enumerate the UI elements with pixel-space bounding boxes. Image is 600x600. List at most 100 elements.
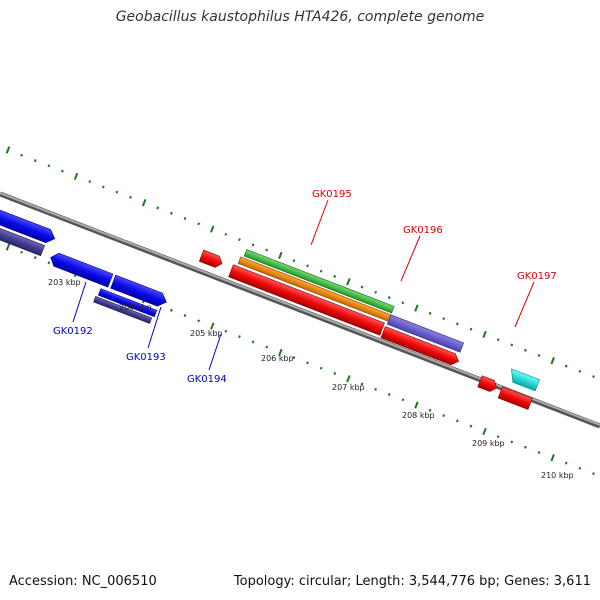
minor-tick (455, 419, 459, 423)
minor-tick (251, 243, 255, 247)
minor-tick (292, 259, 296, 263)
minor-tick (469, 327, 473, 331)
gene-callouts: GK0192 GK0193 GK0194 GK0195 GK0196 GK019… (53, 189, 557, 385)
minor-tick (183, 314, 187, 317)
major-tick (210, 225, 215, 233)
minor-tick (265, 345, 269, 349)
gene-arrow-cyan[interactable] (507, 368, 540, 392)
minor-tick (183, 217, 187, 220)
genome-backbone-highlight (0, 192, 600, 426)
gene-arrow-gk0193[interactable] (48, 251, 114, 288)
minor-tick (401, 301, 405, 305)
scale-label: 209 kbp (472, 439, 505, 448)
gene-arrow-gk0194-small[interactable] (97, 288, 158, 318)
major-tick (210, 322, 215, 330)
scale-label: 210 kbp (541, 471, 574, 480)
major-tick (5, 243, 11, 251)
scale-label: 203 kbp (48, 278, 81, 287)
major-tick (278, 348, 283, 357)
minor-tick (20, 153, 23, 157)
gene-arrow-gk0197[interactable] (386, 314, 465, 353)
minor-tick (374, 387, 378, 391)
minor-tick (387, 393, 391, 397)
minor-tick (170, 308, 173, 312)
major-tick (414, 304, 419, 312)
outer-tick-ring (5, 146, 595, 379)
major-tick (346, 278, 351, 286)
callout-line-gk0194 (208, 333, 222, 371)
minor-tick (592, 472, 595, 476)
minor-tick (224, 232, 228, 236)
minor-tick (33, 256, 37, 260)
gene-label-gk0192[interactable]: GK0192 (53, 326, 93, 337)
minor-tick (428, 311, 432, 315)
minor-tick (115, 190, 119, 194)
minor-tick (251, 340, 255, 344)
minor-tick (319, 269, 323, 273)
gene-arrow-red-1[interactable] (228, 264, 385, 336)
minor-tick (333, 371, 337, 375)
minor-tick (20, 250, 23, 254)
minor-tick (292, 356, 296, 360)
genome-summary-text: Topology: circular; Length: 3,544,776 bp… (233, 574, 591, 589)
minor-tick (360, 285, 364, 289)
callout-line-gk0197 (514, 281, 535, 328)
minor-tick (306, 264, 309, 268)
minor-tick (33, 159, 37, 163)
minor-tick (224, 329, 228, 333)
minor-tick (401, 398, 405, 402)
gene-arrow-gk0192b[interactable] (0, 205, 57, 245)
minor-tick (564, 364, 568, 368)
minor-tick (374, 290, 378, 294)
minor-tick (496, 338, 500, 342)
minor-tick (387, 296, 391, 300)
gene-arrow-red-4[interactable] (497, 386, 533, 410)
minor-tick (578, 369, 582, 373)
gene-arrow-navy-2[interactable] (93, 295, 153, 324)
gene-arrow-navy-1[interactable] (0, 195, 45, 257)
scale-label: 204 kbp (119, 303, 152, 312)
major-tick (73, 172, 79, 180)
callout-line-gk0192 (72, 281, 87, 323)
gene-arrow-red-small[interactable] (198, 249, 224, 269)
major-tick (482, 427, 487, 436)
scale-label: 206 kbp (261, 354, 294, 363)
scale-label: 207 kbp (332, 383, 365, 392)
minor-tick (101, 185, 105, 189)
minor-tick (197, 319, 201, 323)
gene-label-gk0196[interactable]: GK0196 (403, 225, 443, 236)
minor-tick (496, 435, 500, 439)
gene-arrow-gk0194[interactable] (110, 274, 169, 309)
minor-tick (537, 451, 541, 454)
minor-tick (564, 461, 568, 465)
scale-labels: 203 kbp 204 kbp 205 kbp 206 kbp 207 kbp … (48, 278, 574, 480)
minor-tick (197, 222, 201, 226)
gene-label-gk0194[interactable]: GK0194 (187, 374, 227, 385)
gene-label-gk0195[interactable]: GK0195 (312, 189, 352, 200)
minor-tick (469, 424, 473, 428)
minor-tick (442, 317, 446, 321)
minor-tick (129, 195, 132, 199)
gene-arrow-red-2[interactable] (380, 326, 461, 367)
major-tick (414, 401, 419, 409)
minor-tick (88, 180, 92, 184)
minor-tick (360, 382, 364, 386)
minor-tick (510, 440, 514, 444)
gene-label-gk0197[interactable]: GK0197 (517, 271, 557, 282)
gene-arrow-gk0195[interactable] (243, 249, 395, 314)
minor-tick (524, 348, 527, 352)
gene-arrow-red-3[interactable] (477, 375, 499, 394)
minor-tick (265, 248, 269, 252)
gene-label-gk0193[interactable]: GK0193 (126, 352, 166, 363)
minor-tick (238, 335, 241, 339)
minor-tick (333, 274, 337, 278)
major-tick (278, 251, 283, 260)
minor-tick (537, 354, 541, 357)
major-tick (550, 357, 555, 365)
minor-tick (156, 206, 160, 210)
minor-tick (442, 414, 446, 418)
minor-tick (510, 343, 514, 347)
callout-line-gk0193 (147, 306, 162, 349)
minor-tick (428, 408, 432, 412)
